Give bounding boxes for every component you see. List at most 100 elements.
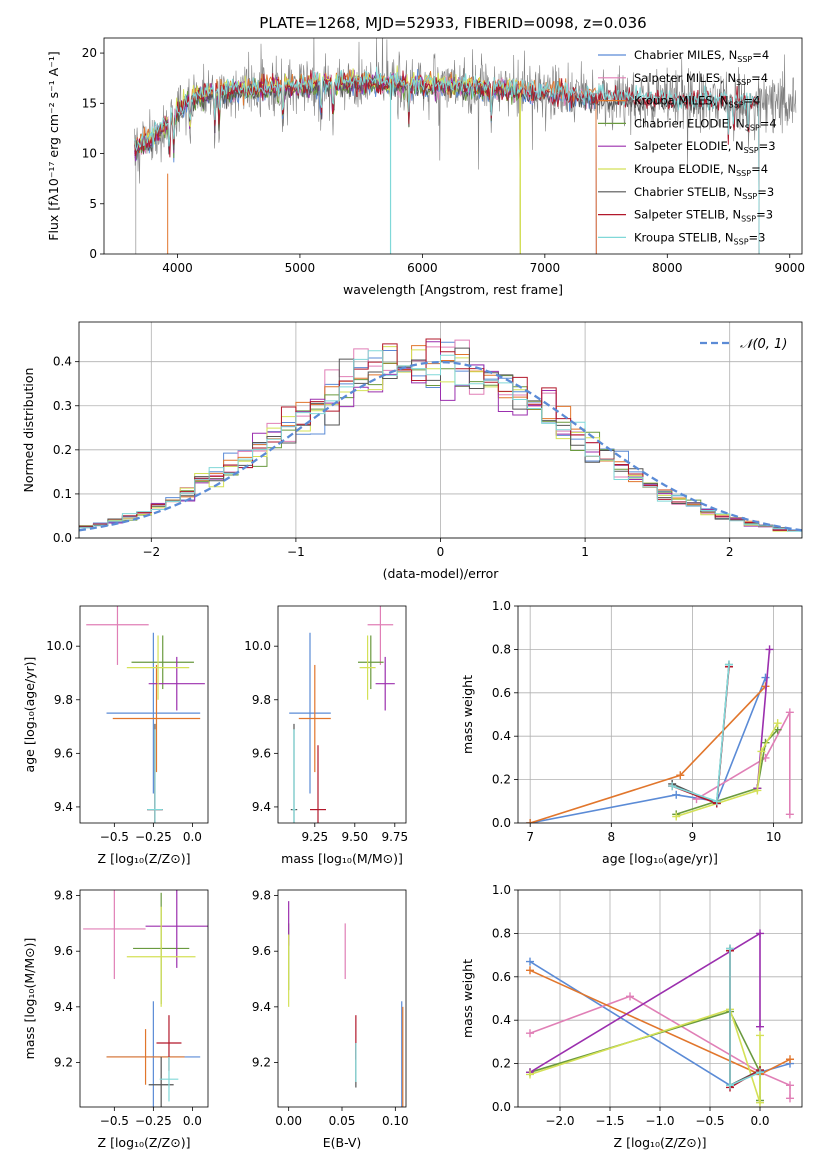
- x-tick-label: 0.00: [275, 1114, 302, 1128]
- legend-entry-name: Kroupa MILES, N: [634, 94, 729, 108]
- x-tick-label: 8: [607, 830, 615, 844]
- x-tick-label: 0.0: [183, 1114, 202, 1128]
- chart-weight-age: 7 8 9 10 0.0 0.2 0.4 0.6 0.8 1.0 age [log₁₀(age/yr…: [460, 599, 803, 866]
- x-tick-label: 0: [437, 545, 445, 559]
- y-axis-label: mass weight: [460, 675, 475, 754]
- y-tick-label: 9.4: [252, 1000, 271, 1014]
- chart-ebv-mass: 0.00 0.05 0.10 9.2 9.4 9.6 9.8 E(B-V): [252, 889, 409, 1150]
- x-tick-label: 1: [581, 545, 589, 559]
- y-tick-label: 9.8: [54, 693, 73, 707]
- weight-marker: [765, 645, 774, 654]
- y-tick-label: 0: [89, 247, 97, 261]
- errorbar-chabrier-miles: [106, 632, 201, 794]
- y-tick-label: 0.8: [492, 642, 511, 656]
- y-tick-label: 0.1: [53, 487, 72, 501]
- legend-entry-name: Kroupa STELIB, N: [634, 230, 734, 244]
- x-axis-label: age [log₁₀(age/yr)]: [602, 851, 718, 866]
- x-tick-label: −0.5: [100, 830, 129, 844]
- y-tick-label: 5: [89, 197, 97, 211]
- weight-marker: [672, 790, 681, 799]
- legend-entry-suffix: =4: [751, 71, 768, 85]
- axes-frame: [517, 889, 803, 1108]
- y-tick-label: 0.2: [492, 1057, 511, 1071]
- weight-series-kroupa-stelib: [668, 660, 733, 806]
- legend-entry-sub: SSP: [736, 78, 751, 87]
- legend-entry-suffix: =3: [757, 185, 774, 199]
- y-axis-label: mass weight: [460, 959, 475, 1038]
- errorbar-salpeter-miles: [86, 606, 149, 665]
- weight-marker: [726, 944, 734, 953]
- x-tick-label: −0.5: [100, 1114, 129, 1128]
- legend-entry-sub: SSP: [729, 101, 744, 110]
- weight-marker: [786, 1094, 794, 1103]
- x-tick-label: 7000: [530, 261, 561, 275]
- x-axis-label: wavelength [Angstrom, rest frame]: [343, 282, 563, 297]
- y-tick-label: 20: [82, 46, 97, 60]
- weight-series-salpeter-stelib: [726, 946, 764, 1092]
- x-tick-label: 5000: [285, 261, 316, 275]
- legend-entry: Kroupa STELIB, NSSP=3: [634, 230, 765, 246]
- weight-marker: [756, 1068, 764, 1077]
- legend: 𝒩(0, 1): [700, 337, 787, 352]
- errorbar-chabrier-stelib: [148, 1056, 174, 1107]
- y-tick-label: 1.0: [492, 599, 511, 613]
- weight-marker: [712, 797, 721, 806]
- errorbar-chabrier-miles: [289, 632, 331, 794]
- legend-entry-sub: SSP: [737, 55, 752, 64]
- y-tick-label: 9.2: [54, 1055, 73, 1069]
- weight-marker: [785, 708, 794, 717]
- weight-marker: [756, 1031, 764, 1040]
- errorbar-kroupa-stelib: [159, 1056, 179, 1102]
- chart-residuals: −2 −1 0 1 2 0.0 0.1 0.2 0.3 0.4 (data-model)/error…: [21, 321, 803, 581]
- y-tick-label: 15: [82, 96, 97, 110]
- y-tick-label: 0.0: [492, 1100, 511, 1114]
- weight-marker: [724, 660, 733, 669]
- legend-entry: Salpeter MILES, NSSP=4: [634, 71, 768, 87]
- errorbar-kroupa-miles: [106, 1029, 185, 1085]
- legend-entry: Salpeter STELIB, NSSP=3: [634, 208, 773, 224]
- legend-entry: Kroupa MILES, NSSP=4: [634, 94, 760, 110]
- y-tick-label: 0.0: [492, 816, 511, 830]
- x-tick-label: 10: [766, 830, 781, 844]
- x-tick-label: 0.05: [329, 1114, 356, 1128]
- x-tick-label: 8000: [652, 261, 683, 275]
- weight-marker: [526, 819, 535, 823]
- axes-frame: [277, 605, 407, 824]
- legend-entry: Kroupa ELODIE, NSSP=4: [634, 162, 768, 178]
- y-tick-label: 0.8: [492, 926, 511, 940]
- x-tick-label: 9000: [774, 261, 805, 275]
- weight-marker: [753, 786, 762, 795]
- y-tick-label: 0.2: [492, 773, 511, 787]
- axes-frame: [277, 889, 407, 1108]
- axes-frame: [79, 889, 209, 1108]
- weight-marker: [672, 812, 681, 821]
- y-tick-label: 10: [82, 147, 97, 161]
- x-tick-label: 2: [726, 545, 734, 559]
- weight-marker: [756, 1098, 764, 1107]
- legend-entry-suffix: =4: [760, 116, 777, 130]
- model-line-kroupa-stelib: [134, 66, 760, 254]
- plot-area: [83, 890, 208, 1107]
- y-tick-label: 0.6: [492, 970, 511, 984]
- weight-marker: [756, 1022, 764, 1031]
- legend-entry-sub: SSP: [736, 169, 751, 178]
- legend-entry-name: Salpeter ELODIE, N: [634, 139, 744, 153]
- x-axis-label: (data-model)/error: [383, 566, 500, 581]
- errorbar-kroupa-elodie: [126, 635, 190, 700]
- plot-area: [134, 38, 797, 254]
- errorbar-salpeter-miles: [367, 606, 394, 665]
- x-tick-label: 0.0: [183, 830, 202, 844]
- y-tick-label: 1.0: [492, 883, 511, 897]
- legend-entry-name: Salpeter MILES, N: [634, 71, 736, 85]
- errorbar-kroupa-miles: [112, 664, 201, 773]
- x-tick-label: 0.0: [750, 1114, 769, 1128]
- weight-series-chabrier-miles: [526, 673, 770, 823]
- x-axis-label: E(B-V): [323, 1135, 362, 1150]
- x-tick-label: −2.0: [545, 1114, 574, 1128]
- legend-entry-name: Chabrier STELIB, N: [634, 185, 742, 199]
- plot-area: [526, 645, 794, 823]
- legend-entry: Chabrier MILES, NSSP=4: [634, 48, 769, 64]
- legend-entry-suffix: =3: [756, 208, 773, 222]
- errorbar-chabrier-elodie: [131, 635, 194, 690]
- y-axis-label: Flux [fλ10⁻¹⁷ erg cm⁻² s⁻¹ A⁻¹]: [46, 51, 61, 240]
